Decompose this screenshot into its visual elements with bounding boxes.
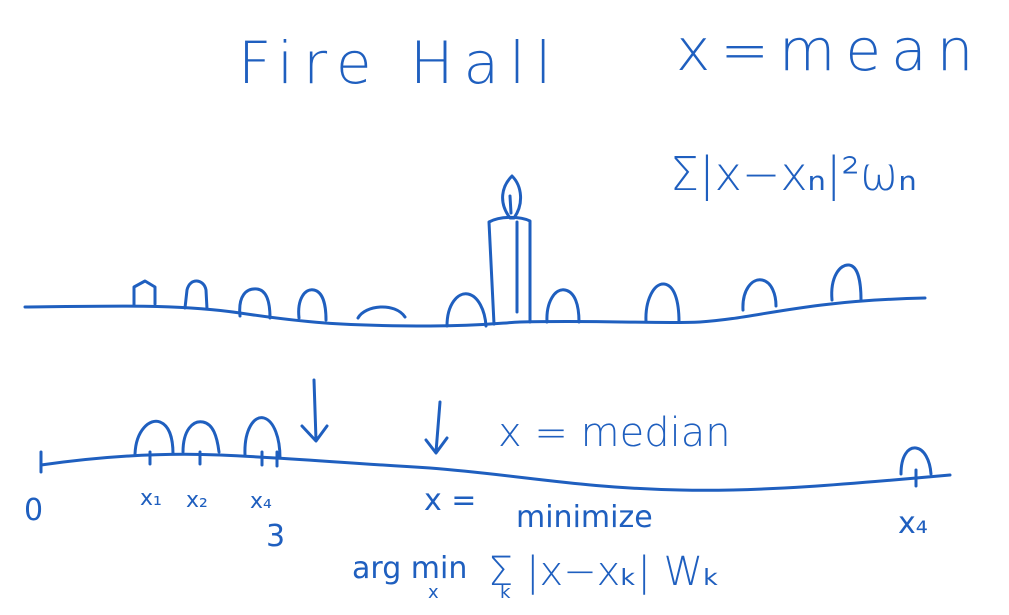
house-2 [183, 279, 209, 311]
mean-equation: x=mean [676, 16, 983, 84]
house-b4 [899, 446, 933, 476]
median-sum-expression: Σ |x−xₖ| Wₖ [488, 549, 720, 595]
house-b3 [243, 416, 282, 460]
house-8 [644, 282, 681, 324]
down-arrow-left [300, 378, 329, 443]
title-text: Fire Hall [238, 29, 561, 97]
bottom-number-line [39, 452, 952, 492]
house-4 [297, 288, 328, 322]
label-three: 3 [266, 519, 285, 554]
down-arrow-center [424, 400, 449, 455]
mean-sum-expression: Σ|x−xₙ|²ωₙ [670, 147, 917, 202]
flame-icon [501, 174, 522, 220]
top-town-line [23, 296, 927, 328]
label-origin: 0 [24, 493, 43, 528]
minimize-text: minimize [516, 500, 653, 535]
house-7 [545, 288, 581, 324]
x-equals: x = [424, 483, 476, 518]
label-x1: x₁ [140, 486, 162, 511]
house-b2 [181, 420, 221, 454]
label-x4a: x₄ [250, 489, 272, 514]
house-10 [830, 263, 863, 302]
fire-hall-tower [487, 174, 532, 326]
house-9 [741, 278, 778, 312]
house-b1 [133, 419, 175, 456]
house-5 [356, 305, 407, 320]
house-6 [445, 292, 488, 328]
argmin-subscript: x [428, 582, 439, 603]
median-equation: x = median [498, 410, 731, 456]
house-3 [238, 287, 272, 320]
label-x4b: x₄ [898, 506, 928, 541]
house-1 [132, 279, 157, 308]
label-x2: x₂ [186, 488, 208, 513]
argmin-text: arg min [352, 551, 467, 586]
sum-subscript: k [500, 582, 511, 603]
top-houses [132, 263, 863, 328]
bottom-houses [133, 416, 933, 476]
